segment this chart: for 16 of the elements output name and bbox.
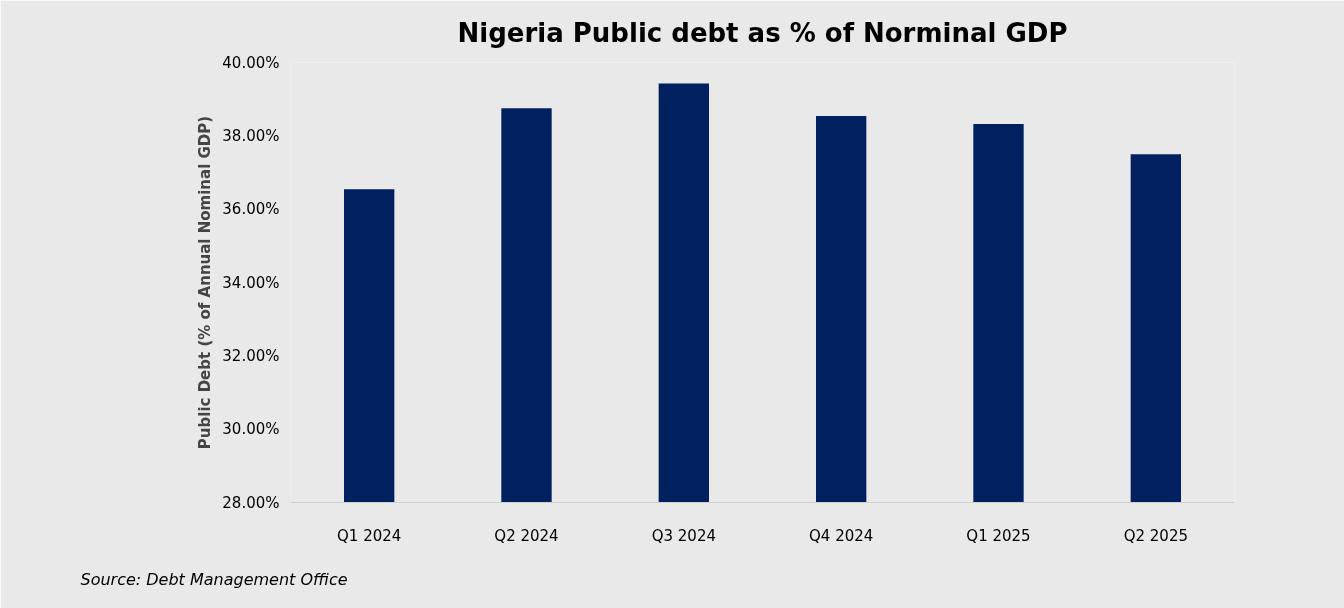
x-tick-label: Q1 2025 bbox=[966, 526, 1031, 545]
y-tick-label: 34.00% bbox=[222, 273, 280, 292]
y-tick-label: 38.00% bbox=[222, 126, 280, 145]
x-tick-label: Q3 2024 bbox=[651, 526, 716, 545]
x-tick-label: Q2 2025 bbox=[1123, 526, 1188, 545]
x-tick-label: Q2 2024 bbox=[494, 526, 559, 545]
y-tick-label: 36.00% bbox=[222, 200, 280, 219]
y-tick-label: 28.00% bbox=[222, 493, 280, 512]
chart-title: Nigeria Public debt as % of Norminal GDP bbox=[457, 17, 1068, 48]
y-tick-label: 40.00% bbox=[222, 53, 280, 72]
source-note: Source: Debt Management Office bbox=[80, 569, 348, 589]
y-axis-title: Public Debt (% of Annual Nominal GDP) bbox=[196, 115, 215, 450]
y-tick-label: 30.00% bbox=[222, 420, 280, 439]
x-tick-label: Q4 2024 bbox=[809, 526, 874, 545]
y-tick-label: 32.00% bbox=[222, 346, 280, 365]
x-tick-label: Q1 2024 bbox=[337, 526, 402, 545]
